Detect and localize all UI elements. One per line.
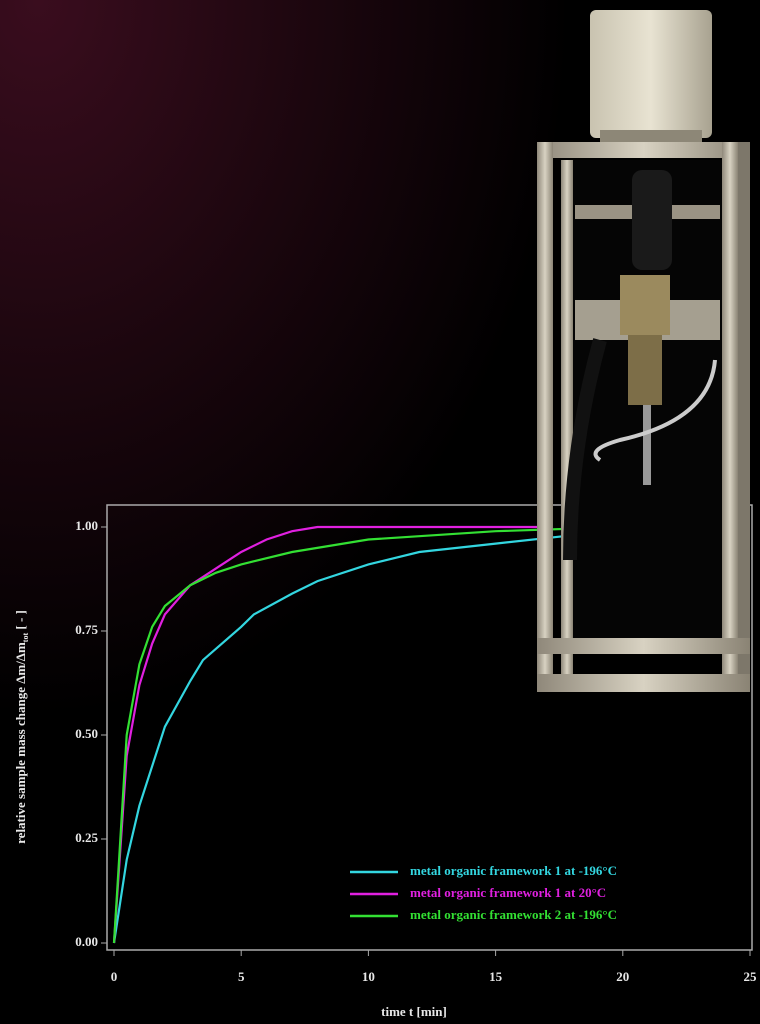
y-tick-label: 1.00	[75, 518, 98, 533]
cable	[593, 359, 717, 462]
y-tick-label: 0.25	[75, 830, 98, 845]
housing-base	[600, 130, 702, 144]
frame-rail	[537, 638, 750, 654]
probe	[643, 405, 651, 485]
frame-post	[738, 142, 750, 690]
data-line	[112, 525, 725, 944]
y-label-subscript: tot	[21, 633, 30, 643]
legend-label: metal organic framework 1 at 20°C	[410, 885, 606, 900]
legend-label: metal organic framework 1 at -196°C	[410, 863, 617, 878]
x-tick-label: 5	[238, 969, 245, 984]
x-axis-label: time t [min]	[381, 1004, 447, 1019]
y-axis-label: relative sample mass change Δm/Δmtot [ -…	[13, 610, 30, 844]
hose	[563, 338, 607, 561]
frame-top	[537, 142, 750, 158]
plot-area: 0 5 10 15 20 25 0.00 0.25 0.50 0.75 1.00 metal orga…	[75, 518, 757, 984]
sample-chamber	[628, 335, 662, 405]
x-tick-label: 10	[362, 969, 375, 984]
y-label-suffix: [ - ]	[13, 610, 28, 633]
y-tick-label: 0.75	[75, 622, 98, 637]
frame-post	[722, 142, 738, 692]
y-tick-label: 0.00	[75, 934, 98, 949]
data-line	[112, 525, 725, 944]
legend-label: metal organic framework 2 at -196°C	[410, 907, 617, 922]
x-tick-label: 20	[616, 969, 629, 984]
y-label-main: relative sample mass change Δm/Δm	[13, 642, 28, 844]
x-tick-label: 25	[744, 969, 758, 984]
x-tick-label: 15	[489, 969, 503, 984]
frame-post	[537, 142, 553, 692]
apparatus-photo	[537, 10, 750, 692]
frame-post	[561, 160, 573, 680]
data-line	[112, 525, 547, 944]
coupling	[620, 275, 670, 335]
hose	[632, 170, 672, 270]
balance-housing	[590, 10, 712, 138]
frame-bottom	[537, 674, 750, 692]
x-tick-label: 0	[111, 969, 118, 984]
plot-frame	[106, 504, 753, 951]
y-tick-label: 0.50	[75, 726, 98, 741]
